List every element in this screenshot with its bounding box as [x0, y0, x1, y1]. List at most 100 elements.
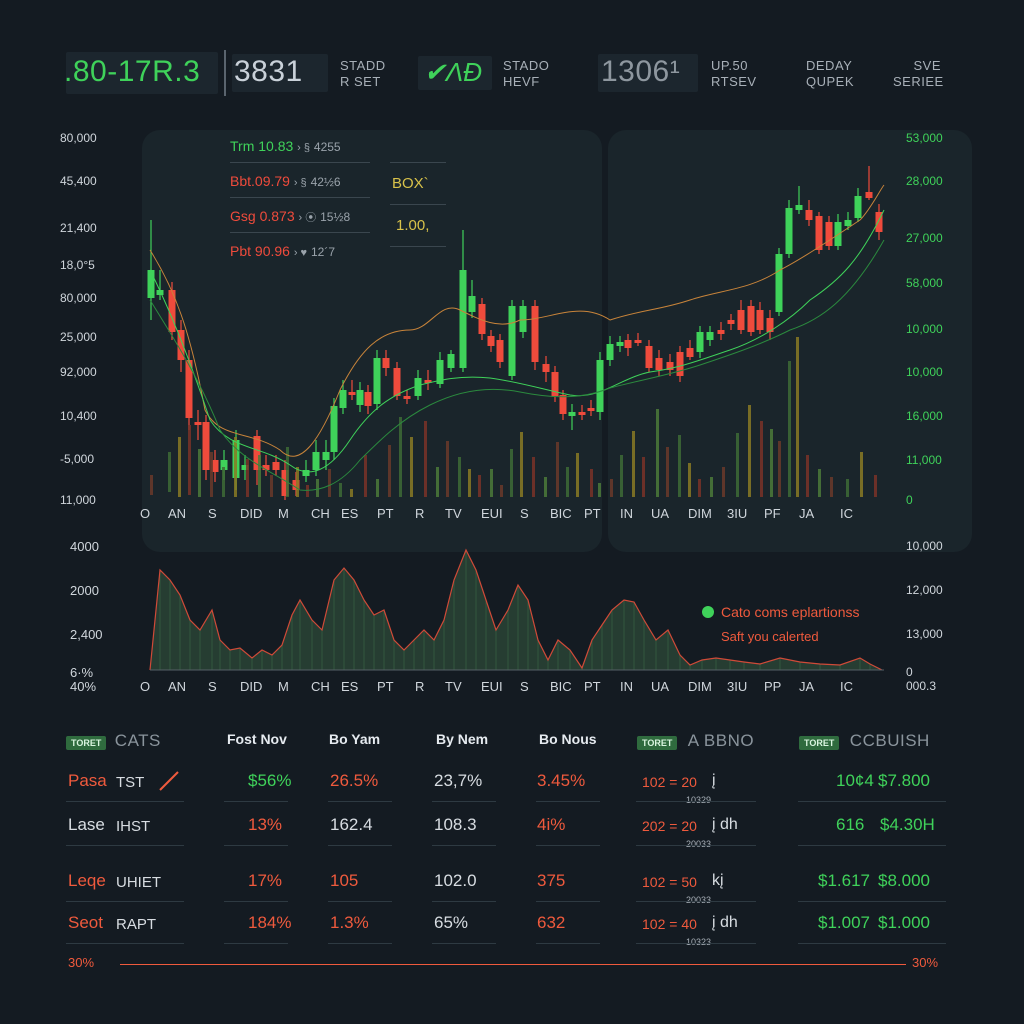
stat1-block: STADD R SET: [340, 58, 386, 90]
table-cell: 65%: [434, 913, 469, 932]
yaxis-tick-label: 4000: [70, 539, 99, 554]
stat3-label: UP.50: [711, 58, 748, 73]
xaxis-tick-label: AN: [168, 679, 187, 694]
candle-body: [727, 320, 735, 324]
yaxis-tick-label: 80,000: [60, 291, 97, 305]
volume-bar: [642, 457, 645, 497]
xaxis-tick-label: PF: [764, 506, 781, 521]
mid-unit: į: [712, 772, 716, 789]
volume-bar: [806, 455, 809, 497]
candle-body: [634, 340, 642, 343]
volume-bar: [656, 409, 659, 497]
col-header[interactable]: Bo Nous: [539, 731, 597, 747]
candle-body: [854, 196, 862, 218]
col-header[interactable]: Fost Nov: [227, 731, 287, 747]
candle-body: [393, 368, 401, 396]
candle-body: [666, 362, 674, 370]
ohlc-row: Bbt.09.79 › § 42½6: [230, 173, 450, 197]
row-name[interactable]: Lase: [68, 815, 105, 834]
volume-bar: [710, 477, 713, 497]
candle-body: [253, 436, 261, 470]
volume-bar: [490, 469, 493, 497]
candle-body: [645, 346, 653, 368]
candle-body: [865, 192, 873, 198]
yaxis-tick-label: 18,0°5: [60, 258, 95, 272]
legend-line2: Saft you calerted: [721, 629, 819, 644]
xaxis-tick-label: R: [415, 506, 425, 521]
volume-bar: [510, 449, 513, 497]
stat2-sub: HEVF: [503, 74, 540, 89]
xaxis-tick-label: DID: [240, 679, 263, 694]
row-name[interactable]: Leqe: [68, 871, 106, 890]
candle-body: [156, 290, 164, 295]
sparkline-box[interactable]: [418, 56, 492, 90]
yaxis-tick-label: 11,000: [906, 453, 942, 467]
volume-bar: [688, 463, 691, 497]
volume-bar: [296, 467, 299, 497]
mid-value: 202 = 20: [642, 818, 697, 834]
volume-bar: [760, 421, 763, 497]
col-header[interactable]: By Nem: [436, 731, 489, 747]
right-value-b: $8.000: [878, 871, 930, 890]
xaxis-tick-label: M: [278, 679, 289, 694]
mid-sub: 20033: [686, 839, 712, 849]
mid-value: 102 = 40: [642, 916, 697, 932]
volume-bar: [270, 475, 273, 497]
moving-average-line: [149, 209, 885, 473]
yaxis-tick-label: 12,000: [906, 583, 943, 597]
candle-body: [496, 340, 504, 362]
xaxis-tick-label: PT: [377, 506, 394, 521]
candle-body: [382, 358, 390, 368]
candle-body: [696, 332, 704, 352]
volume-bar: [168, 452, 171, 492]
row-divider: [536, 845, 600, 846]
candle-body: [551, 372, 559, 396]
yaxis-tick-label: 0: [906, 665, 913, 679]
row-divider: [536, 801, 600, 802]
yaxis-tick-label: 27,000: [906, 231, 943, 245]
volume-bar: [410, 437, 413, 497]
ohlc-row: Trm 10.83 › § 4255: [230, 138, 450, 162]
ticker-symbol[interactable]: .80-17R.3: [64, 55, 201, 88]
row-divider: [328, 845, 392, 846]
candle-body: [508, 306, 516, 376]
table-mid-tag: TORET: [637, 736, 678, 750]
col-header[interactable]: Bo Yam: [329, 731, 381, 747]
candle-body: [211, 460, 219, 472]
volume-bar: [698, 479, 701, 497]
table-left-header: TORET CATS: [66, 731, 161, 751]
xaxis-tick-label: 3IU: [727, 506, 748, 521]
area-fill: [150, 550, 882, 670]
xaxis-tick-label: TV: [445, 679, 462, 694]
ohlc-value: 4255: [313, 140, 341, 154]
volume-area-chart[interactable]: [0, 540, 1024, 700]
volume-bar: [598, 483, 601, 497]
right-value-a: 616: [836, 815, 865, 834]
candle-body: [147, 270, 155, 298]
yaxis-tick-label: 28,000: [906, 174, 943, 188]
stat4-sub: QUPEK: [806, 74, 855, 89]
candle-body: [655, 358, 663, 370]
candle-body: [606, 344, 614, 360]
volume-bar: [306, 485, 309, 497]
stat5-label: SVE: [913, 58, 941, 73]
right-value-b: $4.30H: [880, 815, 935, 834]
row-divider: [224, 943, 288, 944]
xaxis-tick-label: PT: [377, 679, 394, 694]
candle-body: [348, 392, 356, 395]
mid-value: 102 = 50: [642, 874, 697, 890]
xaxis-tick-label: ES: [341, 679, 359, 694]
candle-body: [706, 332, 714, 340]
candlestick-chart[interactable]: [0, 0, 1024, 560]
mid-sub: 20033: [686, 895, 712, 905]
row-name[interactable]: Pasa: [68, 771, 107, 790]
row-name[interactable]: Seot: [68, 913, 103, 932]
xaxis-tick-label: EUI: [481, 506, 503, 521]
xaxis-tick-label: IC: [840, 506, 853, 521]
yaxis-tick-label: 10,000: [906, 322, 943, 336]
chart-panel-left: [142, 130, 602, 552]
yaxis-tick-label: 25,000: [60, 330, 97, 344]
ohlc-value: 15½8: [320, 210, 351, 224]
ohlc-info: Trm 10.83 › § 4255 Bbt.09.79 › § 42½6 Gs…: [230, 138, 450, 267]
volume-bar: [520, 432, 523, 497]
